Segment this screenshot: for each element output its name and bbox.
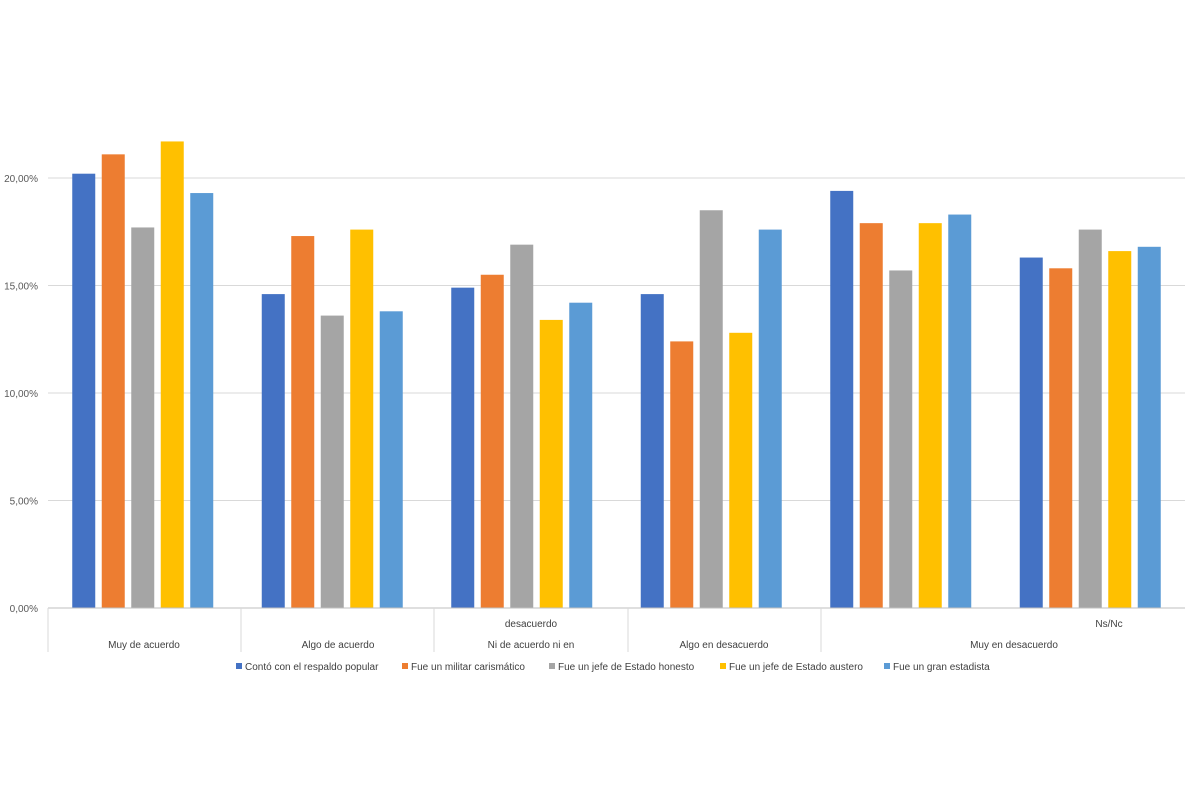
bars	[72, 141, 1161, 609]
bar	[1019, 257, 1043, 608]
bar	[539, 319, 563, 608]
bar	[101, 154, 125, 608]
bar	[889, 270, 913, 608]
bar	[451, 287, 475, 608]
category-label: Ns/Nc	[1095, 619, 1122, 630]
bar	[72, 173, 96, 608]
bar	[379, 311, 403, 608]
y-tick-label: 0,00%	[10, 604, 38, 615]
bar	[948, 214, 972, 609]
legend-swatch	[402, 663, 408, 669]
bar	[190, 193, 214, 609]
legend-label: Fue un jefe de Estado austero	[729, 662, 863, 673]
bar	[670, 341, 694, 608]
y-tick-label: 15,00%	[4, 282, 38, 293]
legend-swatch	[549, 663, 555, 669]
category-label: desacuerdo	[505, 619, 558, 630]
bar	[569, 302, 593, 608]
bar	[640, 294, 664, 608]
bar	[291, 236, 315, 609]
bar	[1137, 246, 1161, 609]
gridlines	[48, 177, 1185, 501]
bar	[729, 332, 753, 608]
bar	[830, 190, 854, 608]
bar	[480, 274, 504, 608]
legend-label: Fue un jefe de Estado honesto	[558, 662, 695, 673]
legend-label: Contó con el respaldo popular	[245, 662, 379, 673]
x-axis: Muy de acuerdo Algo de acuerdo desacuerdo N…	[47, 607, 1185, 652]
bar	[350, 229, 374, 608]
category-label: Muy en desacuerdo	[970, 640, 1058, 651]
category-label: Algo en desacuerdo	[680, 640, 769, 651]
category-label: Ni de acuerdo ni en	[488, 640, 575, 651]
y-tick-label: 5,00%	[10, 497, 38, 508]
legend: Contó con el respaldo popular Fue un mili…	[236, 662, 990, 673]
category-label: Algo de acuerdo	[302, 640, 375, 651]
bar	[320, 315, 344, 608]
bar	[1049, 268, 1073, 608]
bar	[699, 210, 723, 608]
legend-label: Fue un gran estadista	[893, 662, 990, 673]
bar	[758, 229, 782, 608]
bar	[918, 223, 942, 608]
bar	[859, 223, 883, 608]
bar	[131, 227, 155, 608]
bar	[1078, 229, 1102, 608]
y-tick-label: 10,00%	[4, 389, 38, 400]
bar	[1108, 251, 1132, 608]
legend-swatch	[236, 663, 242, 669]
bar	[160, 141, 184, 608]
legend-label: Fue un militar carismático	[411, 662, 525, 673]
legend-swatch	[884, 663, 890, 669]
bar	[510, 244, 534, 608]
legend-swatch	[720, 663, 726, 669]
y-axis-ticks: 0,00% 5,00% 10,00% 15,00% 20,00%	[4, 174, 38, 615]
bar	[261, 294, 285, 608]
category-label: Muy de acuerdo	[108, 640, 180, 651]
y-tick-label: 20,00%	[4, 174, 38, 185]
